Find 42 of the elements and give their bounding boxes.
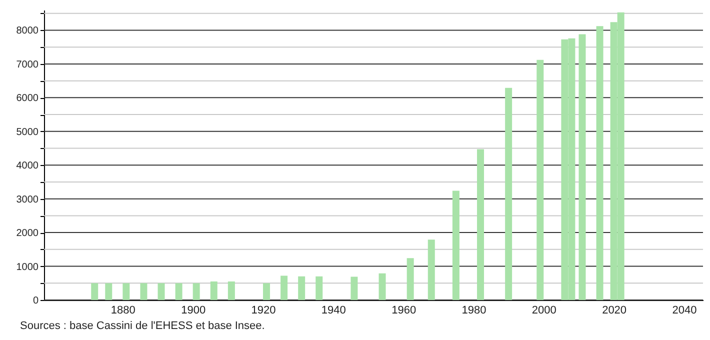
bar xyxy=(378,273,386,300)
x-tick-label: 1900 xyxy=(181,304,206,316)
x-tick-label: 1940 xyxy=(321,304,346,316)
bar xyxy=(280,276,288,300)
bar xyxy=(428,240,435,300)
x-tick-label: 2000 xyxy=(532,304,556,316)
bar xyxy=(298,276,306,300)
bar xyxy=(350,276,358,300)
y-tick-label: 8000 xyxy=(16,26,39,37)
bar xyxy=(452,190,460,300)
bar xyxy=(406,258,414,300)
bar xyxy=(228,281,235,300)
bar xyxy=(105,283,112,300)
y-tick-label: 2000 xyxy=(16,228,39,240)
bar xyxy=(505,88,512,300)
y-tick-label: 5000 xyxy=(16,126,39,138)
bar xyxy=(175,283,182,300)
x-tick-label: 1960 xyxy=(392,304,416,316)
x-tick-label: 1920 xyxy=(251,304,276,316)
x-tick-label: 1880 xyxy=(110,304,136,316)
y-tick-label: 1000 xyxy=(16,262,39,273)
bar xyxy=(140,283,148,300)
y-tick-label: 6000 xyxy=(16,93,39,104)
bar xyxy=(316,276,323,300)
bar xyxy=(263,283,270,300)
bar xyxy=(536,60,544,300)
x-tick-label: 2020 xyxy=(602,304,627,316)
bar xyxy=(158,283,165,300)
y-tick-label: 0 xyxy=(32,296,39,306)
x-tick-label: 2040 xyxy=(672,304,697,316)
y-tick-label: 3000 xyxy=(16,194,39,206)
x-tick-label: 1980 xyxy=(462,304,486,316)
bar xyxy=(192,283,200,300)
bar xyxy=(91,283,98,300)
y-tick-label: 7000 xyxy=(16,59,39,70)
bar xyxy=(210,281,218,300)
bar xyxy=(596,26,604,300)
bar xyxy=(476,149,484,300)
source-note: Sources : base Cassini de l'EHESS et base Insee. xyxy=(20,320,265,332)
bar xyxy=(122,283,130,300)
y-tick-label: 4000 xyxy=(16,160,39,172)
bar xyxy=(578,34,586,300)
